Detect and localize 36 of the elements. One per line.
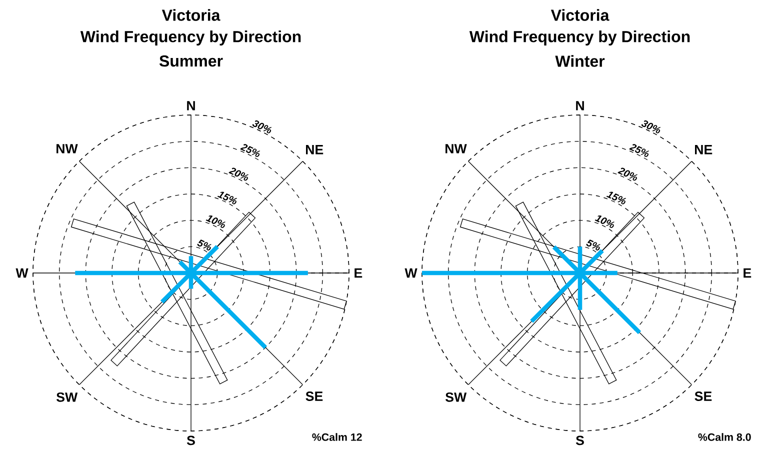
spoke-label: S	[576, 436, 584, 446]
y-tick-label: 25%	[629, 144, 650, 157]
spoke-label: N	[576, 101, 584, 110]
y-tick-label: 20%	[228, 168, 249, 181]
spoke-label: W	[404, 268, 418, 278]
spoke-label: NW	[446, 144, 467, 154]
y-tick-label: 10%	[594, 215, 615, 228]
spoke-label: S	[186, 436, 195, 446]
spoke-label: SW	[56, 392, 78, 402]
chart-title: Victoria	[162, 9, 220, 21]
y-tick-label: 10%	[206, 215, 226, 228]
y-tick-label: 30%	[252, 120, 272, 134]
y-tick-label: 30%	[641, 120, 661, 134]
spoke-label: N	[187, 101, 195, 110]
y-tick-label: 15%	[606, 192, 626, 204]
chart-subtitle: Wind Frequency by Direction	[80, 30, 301, 46]
spoke-label: SE	[306, 392, 323, 401]
spoke-label: SE	[694, 392, 712, 401]
spoke-label: E	[744, 268, 752, 278]
spoke-label: NE	[695, 145, 712, 154]
spoke-label: SW	[445, 392, 467, 402]
spoke-label: W	[16, 268, 28, 278]
spoke-label: NE	[306, 145, 324, 154]
text: Winter	[555, 55, 605, 67]
text: %Calm 8.0	[698, 433, 751, 441]
text: %Calm 12	[312, 433, 362, 441]
spoke-label: NW	[56, 144, 78, 154]
spoke-label: E	[354, 268, 362, 278]
y-tick-label: 5%	[197, 240, 212, 250]
y-tick-label: 25%	[240, 144, 260, 157]
y-tick-label: 5%	[586, 240, 601, 250]
chart-subtitle: Wind Frequency by Direction	[469, 30, 690, 46]
y-tick-label: 20%	[618, 168, 638, 181]
chart-title: Victoria	[550, 9, 610, 21]
text: Summer	[159, 55, 223, 67]
y-tick-label: 15%	[217, 192, 238, 204]
